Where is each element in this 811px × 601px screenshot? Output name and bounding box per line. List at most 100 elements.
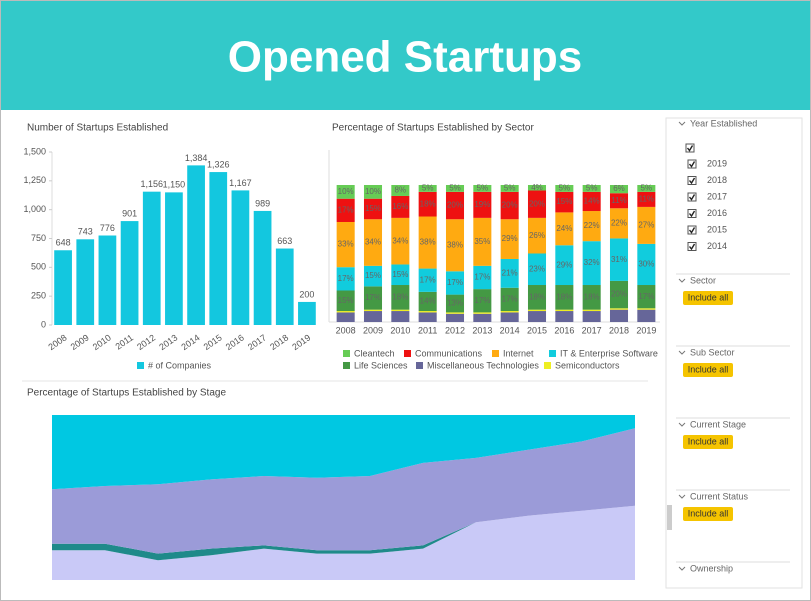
data-label: 663	[277, 236, 292, 246]
x-tick-label: 2017	[582, 325, 602, 335]
data-label: 15%	[338, 296, 354, 305]
bar-segment	[555, 311, 574, 322]
bar-segment	[418, 216, 437, 269]
caret	[678, 121, 686, 126]
data-label: 10%	[338, 187, 354, 196]
filter-button[interactable]	[683, 507, 733, 521]
filter-button-label[interactable]: Include all	[688, 292, 729, 302]
bar-segment	[637, 309, 656, 322]
data-label: 17%	[447, 278, 463, 287]
filter-title[interactable]: Sector	[690, 275, 716, 285]
filter-button[interactable]	[683, 291, 733, 305]
data-label: 38%	[447, 240, 463, 249]
bar-segment	[445, 313, 465, 322]
caret	[678, 278, 686, 283]
filter-title[interactable]: Year Established	[690, 118, 757, 128]
bar-segment	[391, 311, 410, 322]
bar-segment	[582, 211, 601, 242]
bar-segment	[336, 312, 355, 322]
data-label: 32%	[584, 258, 600, 267]
x-tick-label: 2018	[609, 325, 629, 335]
filter-option[interactable]: 2019	[707, 158, 727, 168]
bar-segment	[582, 241, 601, 286]
bar-segment	[500, 185, 519, 192]
bar	[231, 190, 250, 325]
caret	[678, 422, 686, 427]
bar-segment	[500, 287, 519, 312]
bar-segment	[527, 253, 547, 286]
filter-button[interactable]	[683, 435, 733, 449]
bar-segment	[391, 217, 410, 265]
filter-button-label[interactable]: Include all	[688, 364, 729, 374]
x-tick-label: 2011	[418, 325, 437, 335]
bar-segment	[609, 280, 629, 309]
bar-segment	[418, 268, 437, 292]
filter-title[interactable]: Sub Sector	[690, 347, 735, 357]
bar	[253, 210, 272, 325]
bar-segment	[445, 191, 465, 220]
filter-option[interactable]: 2015	[707, 224, 727, 234]
filter-button-label[interactable]: Include all	[688, 436, 729, 446]
checkbox[interactable]	[687, 192, 697, 202]
filter-option[interactable]: 2017	[707, 191, 727, 201]
data-label: 648	[56, 238, 71, 248]
y-tick-label: 750	[31, 233, 46, 243]
bar-segment	[418, 311, 437, 313]
bar-segment	[336, 198, 355, 222]
data-label: 18%	[392, 292, 408, 301]
data-label: 11%	[639, 194, 654, 203]
check	[686, 145, 694, 152]
checkbox[interactable]	[687, 159, 697, 169]
y-tick-label: 1,250	[23, 175, 46, 185]
filter-option[interactable]: 2016	[707, 208, 727, 218]
check	[688, 194, 696, 201]
data-label: 34%	[392, 236, 408, 245]
data-label: 1,384	[185, 153, 208, 163]
data-label: 743	[78, 227, 93, 237]
filter-option[interactable]: 2018	[707, 175, 727, 185]
legend-swatch	[416, 362, 423, 369]
legend-label: Miscellaneous Technologies	[427, 360, 539, 370]
bar-segment	[473, 312, 492, 314]
filter-button-label[interactable]: Include all	[688, 508, 729, 518]
x-tick-label: 2013	[472, 325, 492, 335]
header-title: Opened Startups	[228, 33, 583, 82]
checkbox[interactable]	[685, 143, 695, 153]
data-label: 23%	[529, 264, 545, 273]
filter-title[interactable]: Current Stage	[690, 419, 746, 429]
checkbox[interactable]	[687, 242, 697, 251]
y-tick-label: 500	[31, 262, 46, 272]
legend-swatch	[492, 350, 499, 357]
filter-button[interactable]	[683, 363, 733, 377]
filter-title[interactable]: Ownership	[690, 563, 733, 573]
data-label: 20%	[611, 290, 627, 299]
legend-label: # of Companies	[148, 360, 212, 370]
legend-swatch	[404, 350, 411, 357]
bar-segment	[609, 309, 629, 322]
data-label: 17%	[338, 205, 354, 214]
checkbox[interactable]	[687, 209, 697, 218]
data-label: 5%	[559, 184, 571, 193]
bar-segment	[609, 208, 629, 239]
bar	[54, 250, 72, 325]
check	[688, 210, 696, 218]
data-label: 29%	[502, 234, 518, 243]
filter-title[interactable]: Current Status	[690, 491, 749, 501]
chart-title: Number of Startups Established	[27, 123, 168, 134]
bar-segment	[609, 185, 629, 194]
checkbox[interactable]	[687, 225, 697, 235]
data-label: 27%	[638, 221, 654, 230]
bar	[120, 221, 139, 325]
chart-title: Percentage of Startups Established by St…	[27, 388, 226, 399]
bar-segment	[473, 217, 492, 266]
data-label: 1,150	[163, 180, 186, 190]
data-label: 17%	[365, 293, 381, 302]
bar-segment	[336, 267, 355, 291]
bar-segment	[582, 191, 601, 212]
bar-segment	[391, 185, 410, 196]
data-label: 5%	[641, 184, 653, 193]
checkbox[interactable]	[687, 176, 697, 185]
data-label: 33%	[338, 240, 354, 249]
filter-option[interactable]: 2014	[707, 241, 727, 251]
bar-segment	[500, 191, 519, 220]
